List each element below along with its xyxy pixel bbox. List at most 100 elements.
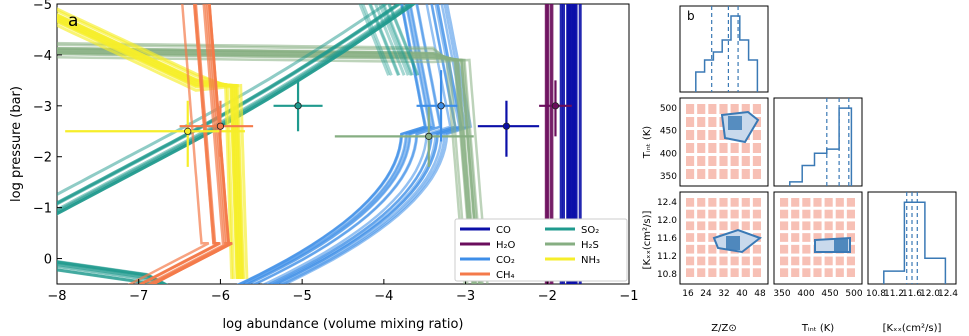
h2s-curve <box>57 41 466 284</box>
z-axis-label: Z/Z⊙ <box>711 323 736 334</box>
grid-sample <box>730 156 739 166</box>
grid-sample <box>730 209 739 219</box>
so2-curve <box>361 4 393 76</box>
tint-tick-label: 500 <box>845 289 862 299</box>
h2s-curve <box>57 47 475 284</box>
grid-sample <box>846 198 855 207</box>
errorbar-marker <box>294 102 302 110</box>
co2-curve <box>276 4 467 284</box>
x-tick-label: −8 <box>47 289 66 304</box>
z-tick-label: 16 <box>682 289 694 299</box>
grid-sample <box>708 143 717 153</box>
grid-sample <box>708 209 717 219</box>
errorbar-marker <box>502 122 511 130</box>
ch4-curve <box>137 4 220 284</box>
grid-sample <box>846 256 855 266</box>
grid-sample <box>780 221 789 231</box>
grid-sample <box>780 198 789 207</box>
x-tick-label: −1 <box>619 289 638 304</box>
grid-sample <box>697 209 706 219</box>
grid-sample <box>752 256 761 266</box>
errorbar-marker <box>184 127 192 135</box>
errorbar-point <box>477 100 540 157</box>
h2s-curve <box>57 50 481 284</box>
grid-sample <box>824 268 833 277</box>
grid-sample <box>791 256 800 266</box>
grid-sample <box>686 233 695 242</box>
tint-y-tick-label: 450 <box>660 127 677 137</box>
z-tick-label: 48 <box>754 289 766 299</box>
grid-sample <box>802 244 811 254</box>
y-axis-label: log pressure (bar) <box>9 86 24 202</box>
grid-sample <box>697 256 706 266</box>
grid-sample <box>708 130 717 140</box>
co2-curve <box>242 4 433 284</box>
kzz-y-axis-label: [Kₓₓ(cm²/s)] <box>642 210 653 269</box>
grid-sample <box>697 169 706 179</box>
co2-curve <box>282 4 473 284</box>
grid-sample <box>846 221 855 231</box>
grid-sample <box>697 156 706 166</box>
grid-sample <box>730 256 739 266</box>
y-tick-label: −2 <box>33 151 52 166</box>
legend-box <box>454 218 628 282</box>
grid-sample <box>697 221 706 231</box>
grid-sample <box>813 256 822 266</box>
grid-sample <box>752 143 761 153</box>
grid-sample <box>708 104 717 114</box>
grid-sample <box>719 143 728 153</box>
grid-sample <box>835 233 844 242</box>
tint-tick-label: 450 <box>821 289 838 299</box>
grid-sample <box>802 268 811 277</box>
grid-sample <box>708 156 717 166</box>
so2-curve <box>387 4 420 76</box>
grid-sample <box>741 198 750 207</box>
errorbar-point <box>65 100 245 167</box>
grid-sample <box>791 233 800 242</box>
errorbar-marker <box>437 102 445 110</box>
grid-sample <box>780 233 789 242</box>
tint-axis-label: Tᵢₙₜ (K) <box>801 323 834 334</box>
kzz-axis-label: [Kₓₓ(cm²/s)] <box>883 323 942 334</box>
density-peak <box>834 238 848 251</box>
legend: CO H₂O CO₂ CH₄ SO₂ H₂S NH₃ <box>454 218 628 282</box>
co2-curve <box>236 4 427 284</box>
grid-sample <box>730 268 739 277</box>
grid-sample <box>686 268 695 277</box>
z-tick-label: 32 <box>718 289 729 299</box>
grid-sample <box>813 233 822 242</box>
y-tick-label: −4 <box>33 49 52 64</box>
grid-sample <box>752 130 761 140</box>
grid-sample <box>802 233 811 242</box>
kzz-y-tick-label: 11.6 <box>657 234 677 244</box>
errorbar-marker <box>425 132 433 140</box>
kzz-y-tick-label: 10.8 <box>657 270 677 280</box>
grid-sample <box>824 209 833 219</box>
panel-a-frame <box>56 3 630 285</box>
y-tick-label: 0 <box>44 253 52 268</box>
grid-sample <box>791 268 800 277</box>
grid-sample <box>697 198 706 207</box>
x-tick-label: −3 <box>456 289 475 304</box>
panel-a-axes: −8 −7 −6 −5 −4 −3 −2 −1 −5 −4 −3 −2 −1 0 <box>33 0 639 304</box>
grid-sample <box>802 221 811 231</box>
grid-sample <box>824 256 833 266</box>
grid-sample <box>719 130 728 140</box>
corner-cell-frame <box>773 97 863 187</box>
y-tick-label: −5 <box>33 0 52 13</box>
kzz-y-tick-label: 12.4 <box>657 198 677 208</box>
so2-curve <box>382 4 414 76</box>
grid-sample <box>752 209 761 219</box>
grid-sample <box>835 209 844 219</box>
grid-sample <box>730 169 739 179</box>
legend-label: CO <box>496 225 511 236</box>
grid-sample <box>686 156 695 166</box>
grid-sample <box>824 221 833 231</box>
grid-sample <box>846 268 855 277</box>
grid-sample <box>835 268 844 277</box>
co2-curve <box>279 4 470 284</box>
co2-curve <box>267 4 457 284</box>
grid-sample <box>719 104 728 114</box>
corner-cell-frame <box>773 191 863 285</box>
